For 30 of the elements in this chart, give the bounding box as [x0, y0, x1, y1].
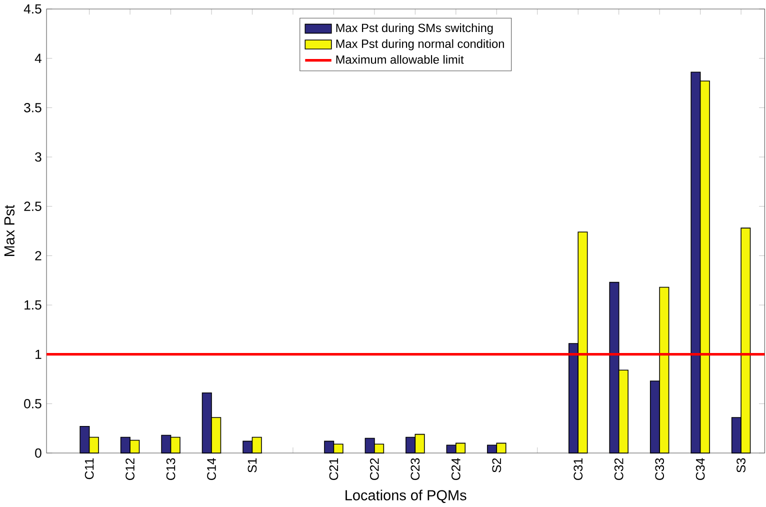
x-tick-label: C11: [84, 458, 94, 479]
y-tick-label: 0.5: [24, 398, 42, 408]
y-tick-label: 2.5: [24, 202, 42, 211]
x-tick-label: C24: [451, 458, 460, 480]
y-tick-label: 3: [35, 152, 42, 162]
x-tick-label: C34: [696, 458, 705, 480]
x-tick-label: C12: [126, 458, 134, 480]
x-tick-label: S2: [492, 458, 502, 472]
y-tick-label: 2: [35, 250, 42, 260]
y-tick-label: 1.5: [24, 300, 42, 310]
x-tick-label: C33: [655, 458, 664, 480]
x-tick-label: C23: [410, 458, 420, 480]
y-tick-label: 0: [35, 448, 42, 458]
x-tick-label: C21: [329, 458, 338, 480]
x-tick-label: C31: [574, 458, 583, 480]
y-tick-label: 1: [36, 350, 42, 359]
x-tick-label: C32: [614, 458, 624, 480]
y-tick-label: 4: [34, 54, 42, 63]
y-tick-label: 3.5: [24, 102, 42, 112]
legend-label: Max Pst during SMs switching: [336, 23, 493, 34]
x-tick-label: C14: [207, 458, 216, 480]
legend-label: Maximum allowable limit: [336, 54, 464, 64]
x-tick-label: S3: [736, 458, 746, 472]
y-axis-title: Max Pst: [4, 204, 15, 256]
legend-label: Max Pst during normal condition: [336, 39, 504, 50]
y-tick-label: 4.5: [24, 4, 42, 14]
x-axis-title: Locations of PQMs: [346, 490, 466, 503]
x-tick-label: C22: [370, 458, 379, 480]
x-tick-label: C13: [166, 458, 176, 480]
x-tick-label: S1: [248, 458, 257, 472]
